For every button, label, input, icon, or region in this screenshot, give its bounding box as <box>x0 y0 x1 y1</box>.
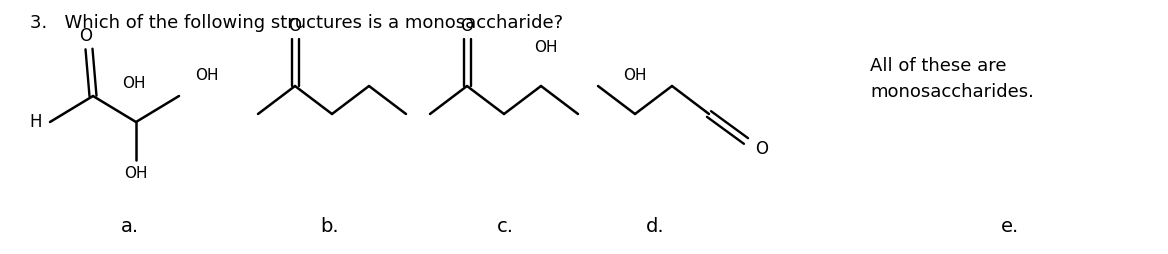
Text: c.: c. <box>496 216 514 235</box>
Text: All of these are
monosaccharides.: All of these are monosaccharides. <box>870 57 1034 101</box>
Text: OH: OH <box>624 69 647 84</box>
Text: b.: b. <box>321 216 340 235</box>
Text: O: O <box>460 17 473 35</box>
Text: a.: a. <box>121 216 139 235</box>
Text: OH: OH <box>123 76 146 91</box>
Text: 3.   Which of the following structures is a monosaccharide?: 3. Which of the following structures is … <box>30 14 563 32</box>
Text: O: O <box>288 17 301 35</box>
Text: OH: OH <box>195 69 218 84</box>
Text: OH: OH <box>124 167 147 182</box>
Text: O: O <box>756 140 769 158</box>
Text: d.: d. <box>646 216 665 235</box>
Text: H: H <box>29 113 42 131</box>
Text: e.: e. <box>1001 216 1020 235</box>
Text: O: O <box>79 27 92 45</box>
Text: OH: OH <box>534 40 558 56</box>
